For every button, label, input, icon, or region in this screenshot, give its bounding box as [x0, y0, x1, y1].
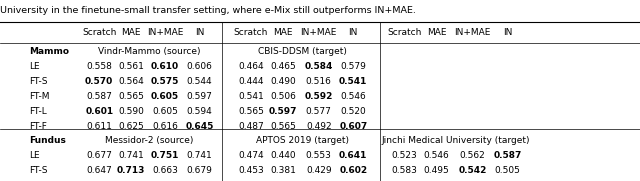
- Text: 0.641: 0.641: [339, 151, 367, 160]
- Text: 0.544: 0.544: [187, 77, 212, 86]
- Text: 0.751: 0.751: [151, 151, 179, 160]
- Text: 0.577: 0.577: [306, 107, 332, 116]
- Text: 0.601: 0.601: [85, 107, 113, 116]
- Text: Mammo: Mammo: [29, 47, 69, 56]
- Text: MAE: MAE: [122, 28, 141, 37]
- Text: 0.583: 0.583: [392, 166, 417, 175]
- Text: 0.611: 0.611: [86, 122, 112, 131]
- Text: IN: IN: [349, 28, 358, 37]
- Text: FT-F: FT-F: [29, 122, 47, 131]
- Text: 0.465: 0.465: [270, 62, 296, 71]
- Text: 0.487: 0.487: [238, 122, 264, 131]
- Text: 0.542: 0.542: [458, 166, 486, 175]
- Text: 0.616: 0.616: [152, 122, 178, 131]
- Text: 0.546: 0.546: [424, 151, 449, 160]
- Text: IN+MAE: IN+MAE: [454, 28, 490, 37]
- Text: Jinchi Medical University (target): Jinchi Medical University (target): [381, 136, 531, 145]
- Text: 0.561: 0.561: [118, 62, 144, 71]
- Text: LE: LE: [29, 151, 40, 160]
- Text: 0.495: 0.495: [424, 166, 449, 175]
- Text: 0.562: 0.562: [460, 151, 485, 160]
- Text: 0.541: 0.541: [238, 92, 264, 101]
- Text: Messidor-2 (source): Messidor-2 (source): [105, 136, 194, 145]
- Text: Scratch: Scratch: [387, 28, 422, 37]
- Text: 0.587: 0.587: [493, 151, 522, 160]
- Text: 0.677: 0.677: [86, 151, 112, 160]
- Text: 0.523: 0.523: [392, 151, 417, 160]
- Text: 0.575: 0.575: [151, 77, 179, 86]
- Text: FT-S: FT-S: [29, 77, 47, 86]
- Text: 0.520: 0.520: [340, 107, 366, 116]
- Text: 0.440: 0.440: [270, 151, 296, 160]
- Text: 0.565: 0.565: [118, 92, 144, 101]
- Text: IN+MAE: IN+MAE: [301, 28, 337, 37]
- Text: 0.570: 0.570: [85, 77, 113, 86]
- Text: 0.605: 0.605: [151, 92, 179, 101]
- Text: 0.607: 0.607: [339, 122, 367, 131]
- Text: 0.579: 0.579: [340, 62, 366, 71]
- Text: 0.546: 0.546: [340, 92, 366, 101]
- Text: Scratch: Scratch: [82, 28, 116, 37]
- Text: 0.564: 0.564: [118, 77, 144, 86]
- Text: MAE: MAE: [273, 28, 292, 37]
- Text: CBIS-DDSM (target): CBIS-DDSM (target): [258, 47, 346, 56]
- Text: 0.565: 0.565: [270, 122, 296, 131]
- Text: 0.741: 0.741: [187, 151, 212, 160]
- Text: 0.679: 0.679: [187, 166, 212, 175]
- Text: FT-M: FT-M: [29, 92, 49, 101]
- Text: 0.492: 0.492: [306, 122, 332, 131]
- Text: IN+MAE: IN+MAE: [147, 28, 183, 37]
- Text: 0.610: 0.610: [151, 62, 179, 71]
- Text: 0.597: 0.597: [187, 92, 212, 101]
- Text: Vindr-Mammo (source): Vindr-Mammo (source): [98, 47, 201, 56]
- Text: 0.606: 0.606: [187, 62, 212, 71]
- Text: 0.490: 0.490: [270, 77, 296, 86]
- Text: 0.597: 0.597: [269, 107, 297, 116]
- Text: LE: LE: [29, 62, 40, 71]
- Text: 0.558: 0.558: [86, 62, 112, 71]
- Text: IN: IN: [195, 28, 204, 37]
- Text: 0.663: 0.663: [152, 166, 178, 175]
- Text: 0.553: 0.553: [306, 151, 332, 160]
- Text: 0.647: 0.647: [86, 166, 112, 175]
- Text: University in the finetune-small transfer setting, where e-Mix still outperforms: University in the finetune-small transfe…: [0, 6, 416, 15]
- Text: 0.506: 0.506: [270, 92, 296, 101]
- Text: 0.741: 0.741: [118, 151, 144, 160]
- Text: 0.592: 0.592: [305, 92, 333, 101]
- Text: 0.474: 0.474: [238, 151, 264, 160]
- Text: 0.541: 0.541: [339, 77, 367, 86]
- Text: 0.444: 0.444: [238, 77, 264, 86]
- Text: Fundus: Fundus: [29, 136, 66, 145]
- Text: 0.645: 0.645: [186, 122, 214, 131]
- Text: 0.625: 0.625: [118, 122, 144, 131]
- Text: 0.584: 0.584: [305, 62, 333, 71]
- Text: FT-S: FT-S: [29, 166, 47, 175]
- Text: 0.594: 0.594: [187, 107, 212, 116]
- Text: 0.464: 0.464: [238, 62, 264, 71]
- Text: 0.381: 0.381: [270, 166, 296, 175]
- Text: 0.516: 0.516: [306, 77, 332, 86]
- Text: 0.590: 0.590: [118, 107, 144, 116]
- Text: 0.602: 0.602: [339, 166, 367, 175]
- Text: MAE: MAE: [427, 28, 446, 37]
- Text: 0.713: 0.713: [117, 166, 145, 175]
- Text: FT-L: FT-L: [29, 107, 47, 116]
- Text: 0.565: 0.565: [238, 107, 264, 116]
- Text: IN: IN: [503, 28, 512, 37]
- Text: APTOS 2019 (target): APTOS 2019 (target): [255, 136, 349, 145]
- Text: 0.605: 0.605: [152, 107, 178, 116]
- Text: Scratch: Scratch: [234, 28, 268, 37]
- Text: 0.587: 0.587: [86, 92, 112, 101]
- Text: 0.429: 0.429: [306, 166, 332, 175]
- Text: 0.505: 0.505: [495, 166, 520, 175]
- Text: 0.453: 0.453: [238, 166, 264, 175]
